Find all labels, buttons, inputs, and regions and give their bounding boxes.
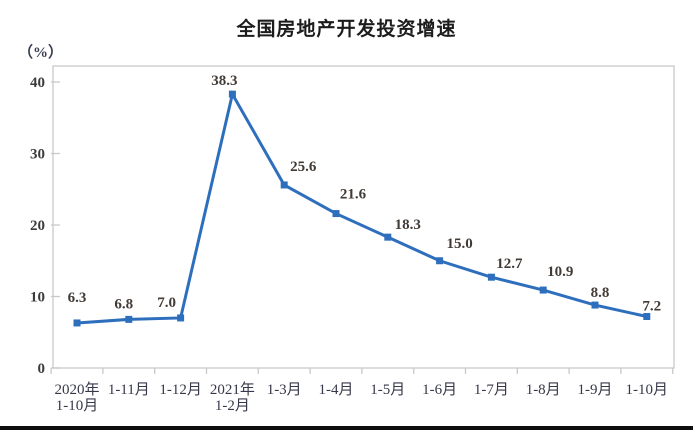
y-axis-tick-label: 40 — [30, 75, 45, 91]
x-category-label: 1-4月 — [319, 382, 354, 398]
data-point-label: 8.8 — [591, 285, 610, 301]
x-category-label: 2021年 — [210, 381, 255, 398]
y-axis-tick-label: 30 — [30, 147, 45, 163]
x-category-label: 1-6月 — [422, 382, 457, 398]
y-axis-tick-label: 10 — [30, 290, 45, 306]
data-point-marker — [436, 257, 444, 265]
data-point-marker — [280, 181, 288, 189]
chart-title: 全国房地产开发投资增速 — [236, 19, 457, 40]
x-category-label: 1-2月 — [215, 398, 250, 414]
data-point-label: 6.8 — [114, 296, 133, 312]
data-point-marker — [177, 314, 185, 322]
y-axis-unit-label: （%） — [18, 45, 64, 61]
x-category-label: 1-12月 — [159, 382, 202, 398]
x-category-label: 1-5月 — [370, 382, 405, 398]
bottom-divider-rule — [0, 426, 693, 430]
x-category-label: 1-9月 — [578, 382, 613, 398]
plot-area-border — [52, 65, 675, 369]
data-point-label: 21.6 — [340, 187, 367, 203]
data-point-label: 12.7 — [496, 256, 523, 272]
data-point-marker — [384, 233, 392, 241]
y-axis-tick-label: 0 — [38, 361, 46, 377]
data-point-marker — [487, 273, 495, 281]
data-point-label: 6.3 — [68, 290, 87, 306]
x-category-label: 1-7月 — [474, 382, 509, 398]
y-axis-tick-label: 20 — [30, 218, 45, 234]
data-point-marker — [643, 313, 651, 321]
data-point-label: 10.9 — [547, 264, 573, 280]
x-category-label: 1-11月 — [108, 382, 150, 398]
data-point-label: 38.3 — [211, 73, 237, 89]
data-point-label: 15.0 — [446, 236, 472, 252]
x-category-label: 1-10月 — [626, 382, 669, 398]
data-point-marker — [73, 319, 81, 327]
x-category-label: 1-3月 — [267, 382, 302, 398]
data-point-label: 25.6 — [290, 159, 317, 175]
x-category-label: 1-10月 — [56, 398, 99, 414]
data-point-marker — [228, 90, 236, 98]
data-point-marker — [332, 210, 340, 218]
data-point-label: 7.2 — [642, 299, 661, 315]
data-point-marker — [125, 315, 133, 323]
data-point-marker — [539, 286, 547, 294]
data-point-marker — [591, 301, 599, 309]
x-category-label: 2020年 — [54, 381, 99, 398]
data-line — [76, 90, 648, 325]
data-point-label: 18.3 — [395, 217, 421, 233]
x-category-label: 1-8月 — [526, 382, 561, 398]
data-point-label: 7.0 — [157, 295, 176, 311]
